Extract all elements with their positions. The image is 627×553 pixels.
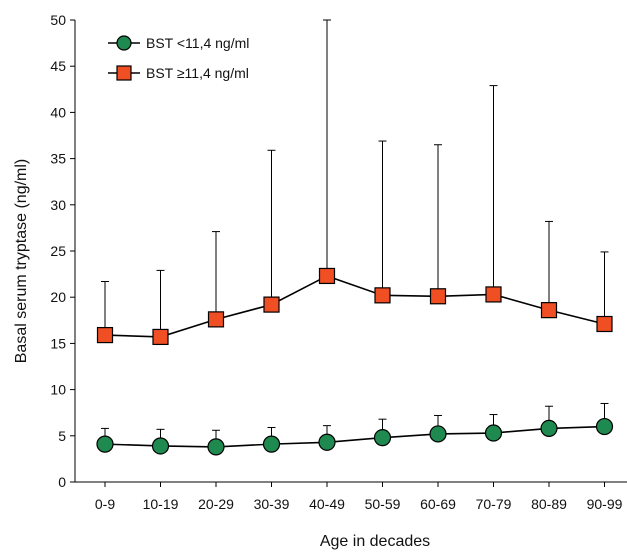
y-tick-label: 45 — [50, 58, 66, 74]
y-tick-label: 10 — [50, 382, 66, 398]
x-tick-label: 40-49 — [309, 496, 345, 512]
y-tick-label: 50 — [50, 12, 66, 28]
x-axis-ticks: 0-9 10-19 20-29 30-39 40-49 50-59 60-69 70-79 80… — [95, 482, 623, 512]
x-tick-label: 50-59 — [365, 496, 401, 512]
y-axis-label: Basal serum tryptase (ng/ml) — [13, 159, 30, 364]
data-point-square — [207, 311, 225, 328]
x-axis-label: Age in decades — [320, 533, 430, 550]
data-point-circle — [96, 435, 114, 453]
data-point-square — [540, 302, 558, 319]
y-tick-label: 5 — [58, 428, 66, 444]
legend: BST <11,4 ng/ml BST ≥11,4 ng/ml — [108, 35, 249, 81]
data-point-circle — [262, 435, 281, 453]
x-tick-label: 20-29 — [198, 496, 234, 512]
data-point-circle — [151, 437, 170, 455]
y-tick-label: 35 — [50, 151, 66, 167]
error-bars — [101, 19, 609, 447]
data-point-square — [152, 328, 169, 346]
y-tick-label: 15 — [50, 335, 66, 351]
data-point-circle — [207, 438, 225, 456]
x-tick-label: 90-99 — [587, 496, 623, 512]
series-markers — [96, 267, 614, 456]
x-tick-label: 30-39 — [254, 496, 290, 512]
legend-label: BST <11,4 ng/ml — [146, 35, 249, 51]
data-point-square — [429, 288, 447, 305]
y-tick-label: 25 — [50, 243, 66, 259]
legend-marker-square — [116, 65, 132, 81]
data-point-circle — [540, 419, 558, 438]
data-point-square — [485, 286, 502, 303]
series-line — [104, 275, 605, 338]
x-tick-label: 80-89 — [531, 496, 567, 512]
data-point-circle — [484, 424, 503, 442]
x-tick-label: 70-79 — [476, 496, 512, 512]
y-axis-ticks: 0 5 10 15 20 25 30 35 40 45 50 — [50, 12, 75, 490]
y-tick-label: 20 — [50, 289, 66, 305]
data-point-square — [596, 315, 613, 333]
data-point-square — [263, 296, 280, 313]
series-lines — [104, 275, 605, 448]
x-tick-label: 0-9 — [95, 496, 115, 512]
axes — [74, 20, 627, 483]
x-tick-label: 60-69 — [420, 496, 456, 512]
data-point-square — [96, 326, 114, 344]
x-tick-label: 10-19 — [143, 496, 179, 512]
data-point-circle — [595, 417, 614, 436]
series-line — [104, 425, 605, 448]
data-point-circle — [373, 429, 392, 447]
y-tick-label: 0 — [58, 474, 66, 490]
data-point-square — [374, 287, 391, 304]
data-point-circle — [318, 433, 336, 451]
legend-label: BST ≥11,4 ng/ml — [146, 65, 249, 81]
data-point-square — [318, 267, 336, 285]
y-tick-label: 40 — [50, 104, 66, 120]
legend-marker-circle — [116, 35, 132, 51]
data-point-circle — [429, 425, 447, 443]
y-tick-label: 30 — [50, 197, 66, 213]
